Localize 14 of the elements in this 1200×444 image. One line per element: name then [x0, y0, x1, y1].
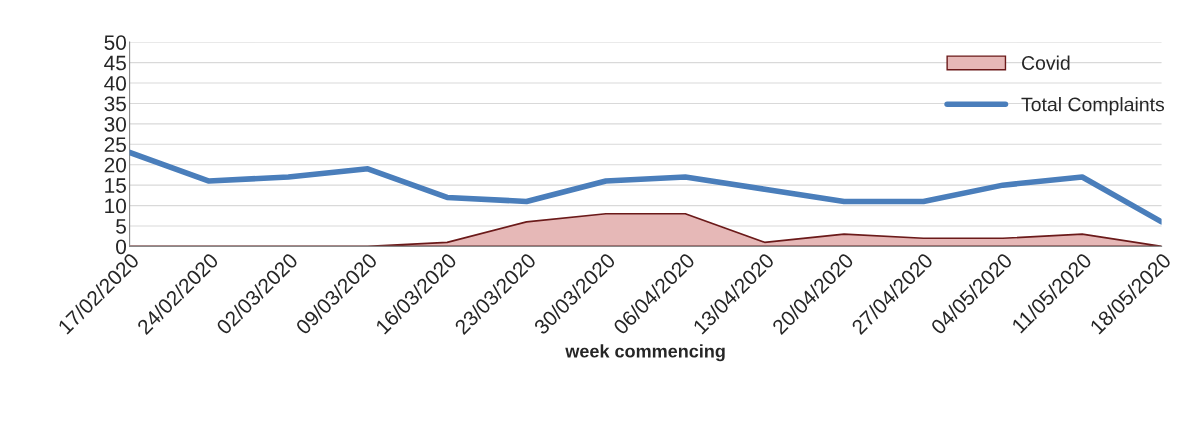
y-tick-label: 30 [104, 116, 127, 132]
y-tick-label: 0 [116, 239, 127, 255]
y-tick-label: 45 [104, 55, 126, 71]
y-tick-label: 35 [104, 96, 126, 112]
y-tick-label: 20 [104, 157, 127, 173]
y-tick-label: 25 [104, 137, 126, 153]
y-tick-label: 40 [104, 76, 127, 91]
legend-label: Total Complaints [1021, 97, 1165, 116]
x-axis-title: week commencing [565, 344, 725, 362]
y-tick-label: 10 [105, 198, 127, 214]
y-tick-label: 15 [105, 178, 126, 193]
y-tick-label: 5 [116, 219, 126, 234]
y-tick-label: 50 [104, 35, 127, 50]
legend-label: Covid [1022, 55, 1070, 70]
